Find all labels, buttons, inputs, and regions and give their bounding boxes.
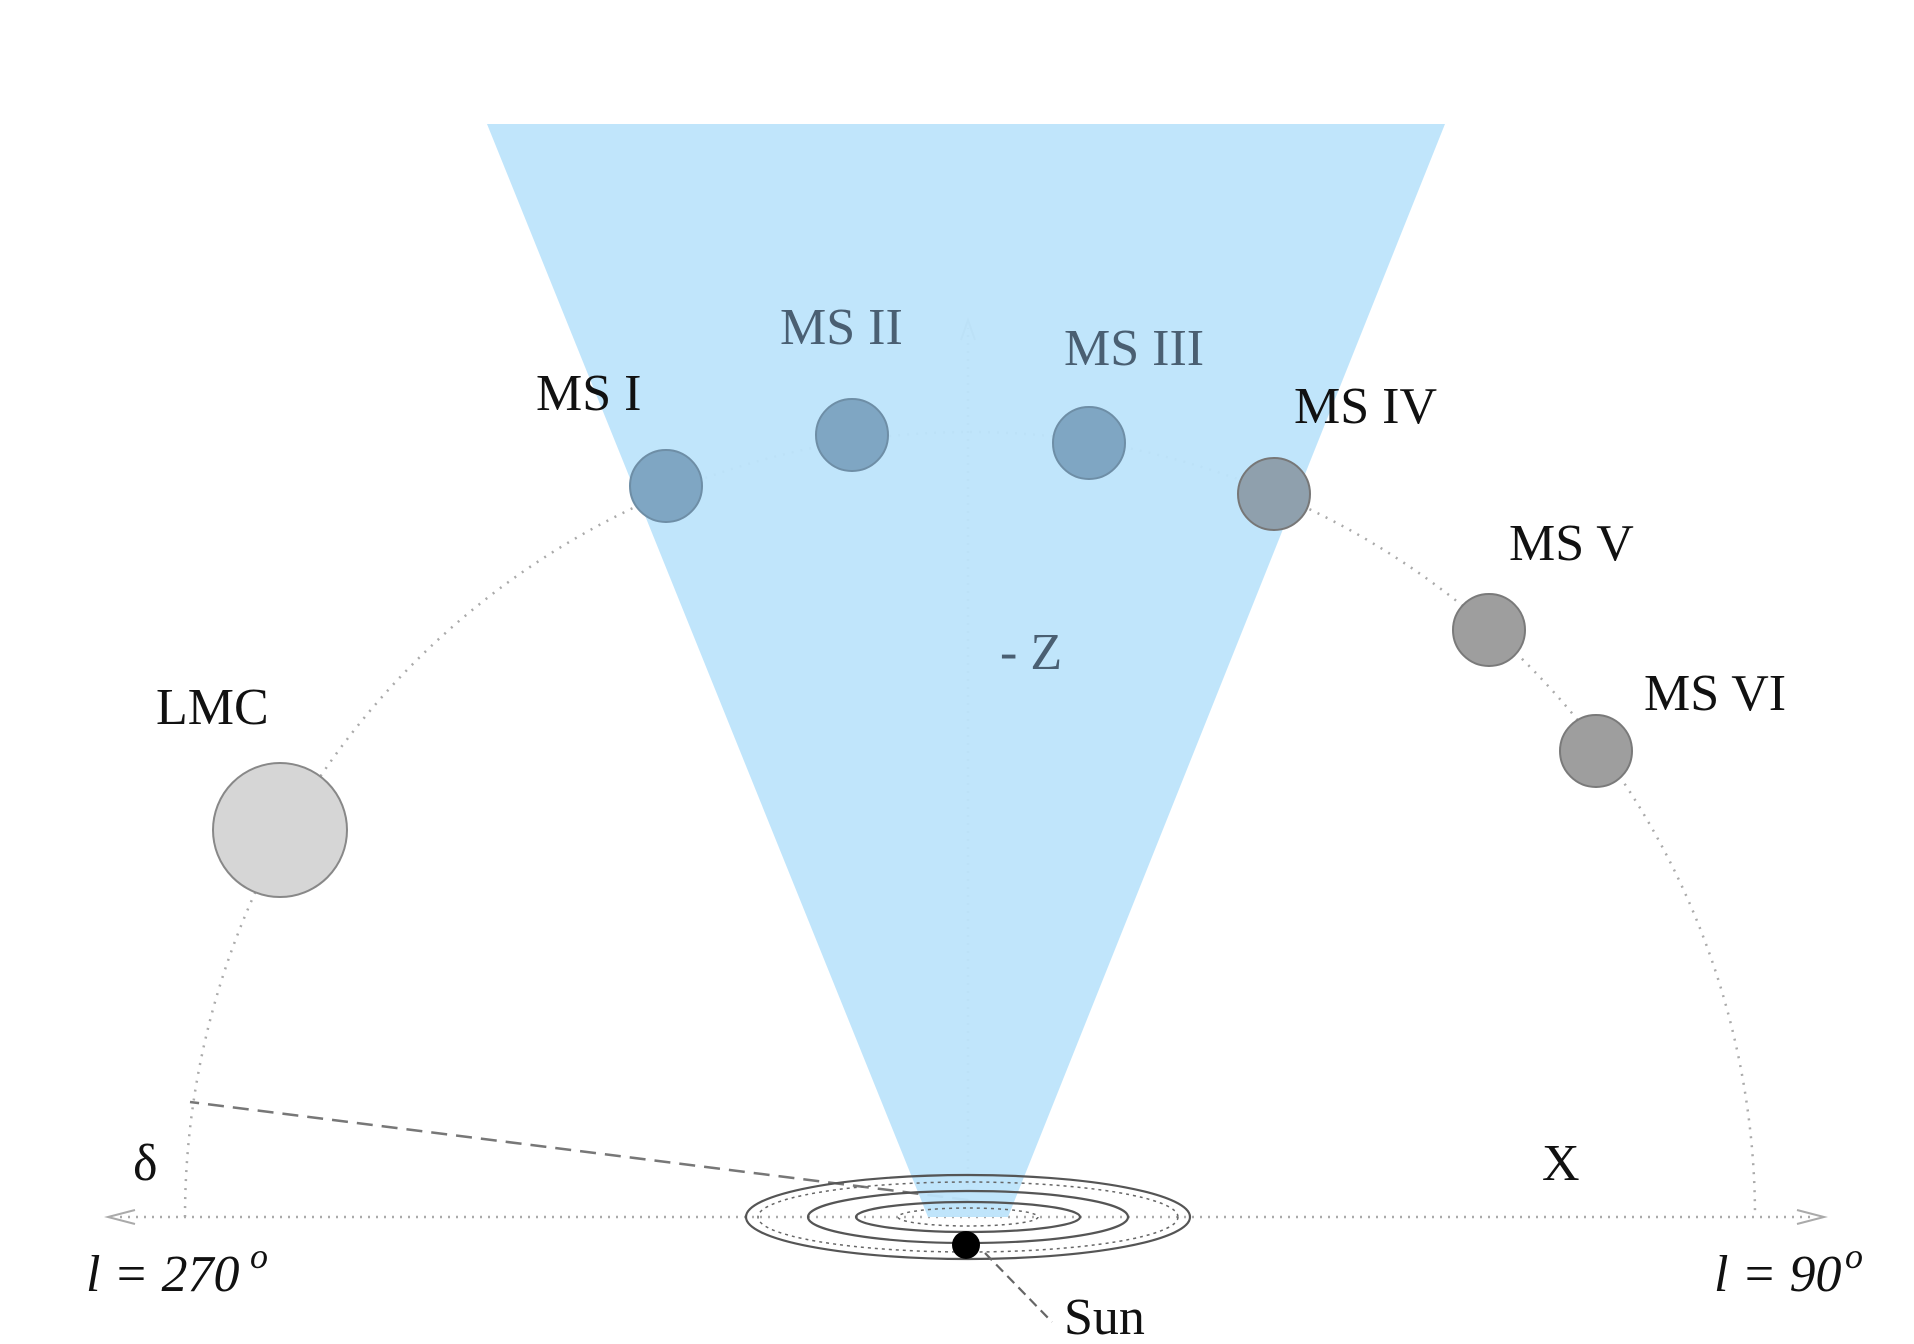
longitude-right-label: l = 90	[1714, 1246, 1842, 1303]
ms4-cloud	[1237, 457, 1311, 531]
ms6-cloud	[1559, 714, 1633, 788]
sun-pointer	[984, 1252, 1053, 1323]
ms3-cloud	[1052, 406, 1126, 480]
longitude-left-label: l = 270	[86, 1246, 240, 1303]
sun-marker	[952, 1231, 980, 1259]
ms3-label: MS III	[1064, 320, 1204, 377]
ms5-cloud	[1452, 593, 1526, 667]
delta-dashed-line	[189, 1100, 969, 1202]
left-arrowhead	[104, 1209, 136, 1225]
ms5-label: MS V	[1509, 515, 1634, 572]
survey-cone	[487, 124, 1445, 1217]
right-arrowhead	[1796, 1209, 1828, 1225]
ms2-label: MS II	[780, 299, 903, 356]
sun-label: Sun	[1064, 1289, 1145, 1344]
stream-arc	[183, 430, 1757, 1218]
z-axis-label: - Z	[1000, 624, 1062, 681]
ms2-cloud	[815, 398, 889, 472]
longitude-right-degree: o	[1845, 1236, 1863, 1276]
ms1-cloud	[629, 449, 703, 523]
lmc-circle	[212, 762, 348, 898]
lmc-label: LMC	[156, 679, 269, 736]
longitude-left-degree: o	[250, 1236, 268, 1276]
ms1-label: MS I	[536, 365, 641, 422]
ms4-label: MS IV	[1294, 378, 1437, 435]
delta-label: δ	[133, 1135, 158, 1192]
ms6-label: MS VI	[1644, 665, 1786, 722]
x-axis-label: X	[1542, 1135, 1580, 1192]
